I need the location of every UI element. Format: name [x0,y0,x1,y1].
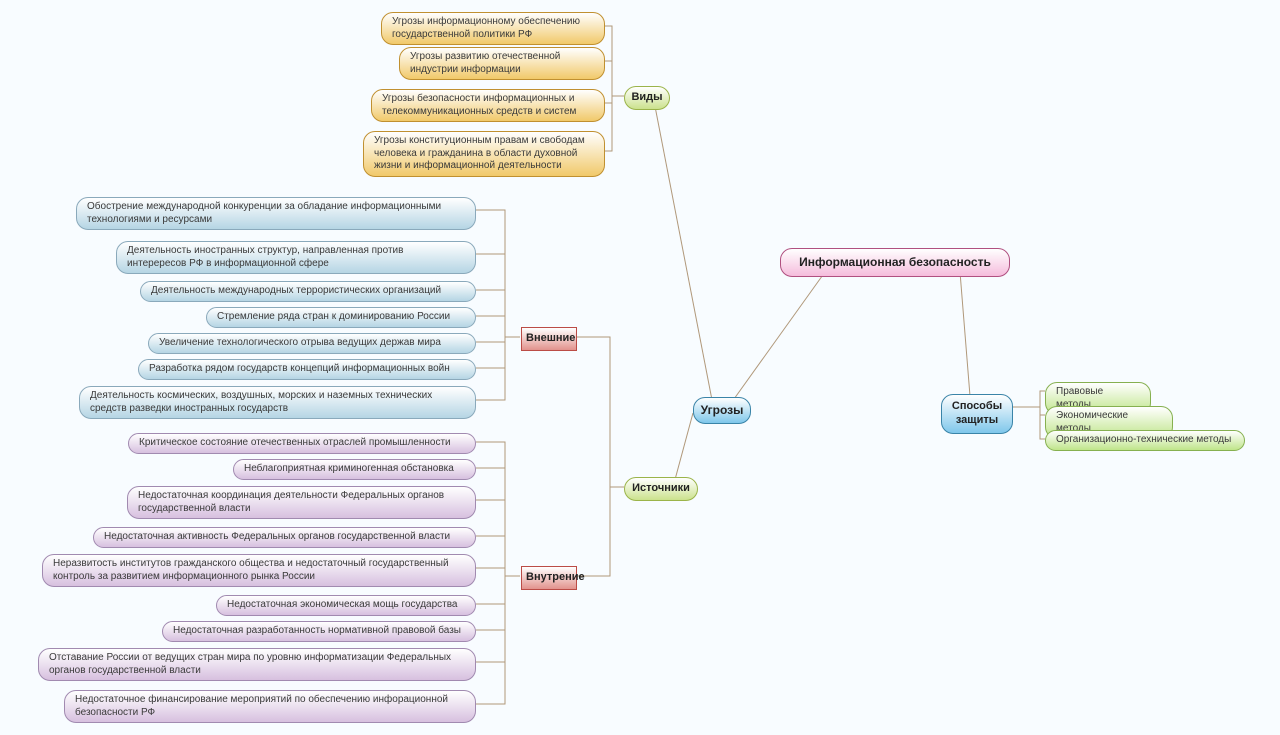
external-item[interactable]: Разработка рядом государств концепций ин… [138,359,476,380]
internal-item[interactable]: Неразвитость институтов гражданского общ… [42,554,476,587]
threats-node[interactable]: Угрозы [693,397,751,424]
type-item[interactable]: Угрозы информационному обеспечению госуд… [381,12,605,45]
internal-node[interactable]: Внутрение [521,566,577,590]
internal-item[interactable]: Недостаточная экономическая мощь государ… [216,595,476,616]
external-item[interactable]: Стремление ряда стран к доминированию Ро… [206,307,476,328]
root-node[interactable]: Информационная безопасность [780,248,1010,277]
internal-item[interactable]: Недостаточная активность Федеральных орг… [93,527,476,548]
external-node[interactable]: Внешние [521,327,577,351]
internal-item[interactable]: Недостаточная разработанность нормативно… [162,621,476,642]
type-item[interactable]: Угрозы конституционным правам и свободам… [363,131,605,177]
internal-item[interactable]: Недостаточное финансирование мероприятий… [64,690,476,723]
internal-item[interactable]: Недостаточная координация деятельности Ф… [127,486,476,519]
sources-node[interactable]: Источники [624,477,698,501]
external-item[interactable]: Увеличение технологического отрыва ведущ… [148,333,476,354]
type-item[interactable]: Угрозы безопасности информационных и тел… [371,89,605,122]
internal-item[interactable]: Критическое состояние отечественных отра… [128,433,476,454]
types-node[interactable]: Виды [624,86,670,110]
external-item[interactable]: Деятельность международных террористичес… [140,281,476,302]
internal-item[interactable]: Отставание России от ведущих стран мира … [38,648,476,681]
internal-item[interactable]: Неблагоприятная криминогенная обстановка [233,459,476,480]
type-item[interactable]: Угрозы развитию отечественной индустрии … [399,47,605,80]
external-item[interactable]: Деятельность космических, воздушных, мор… [79,386,476,419]
methods-node[interactable]: Способы защиты [941,394,1013,434]
method-item[interactable]: Организационно-технические методы [1045,430,1245,451]
external-item[interactable]: Деятельность иностранных структур, напра… [116,241,476,274]
external-item[interactable]: Обострение международной конкуренции за … [76,197,476,230]
